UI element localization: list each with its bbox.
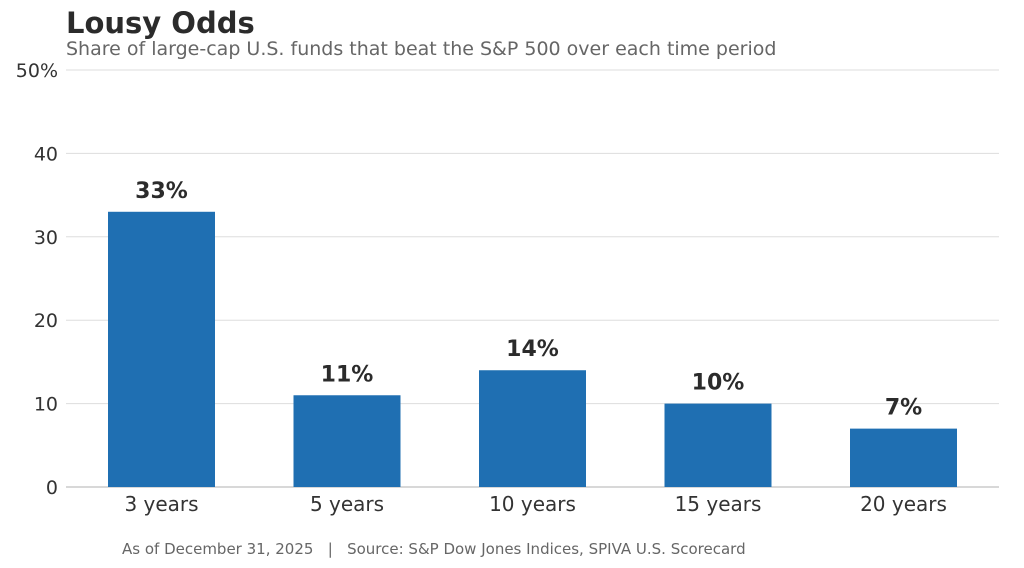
bar <box>479 370 586 487</box>
bar <box>850 428 957 487</box>
bar <box>293 395 401 487</box>
y-tick-label: 50% <box>16 60 58 82</box>
data-label: 11% <box>321 362 374 387</box>
x-tick-label: 5 years <box>310 492 384 516</box>
data-label: 10% <box>692 371 745 396</box>
bar <box>664 403 772 487</box>
y-tick-label: 40 <box>34 143 58 165</box>
chart-subtitle: Share of large-cap U.S. funds that beat … <box>66 38 777 60</box>
y-tick-label: 10 <box>34 394 58 416</box>
x-axis-ticks: 3 years 5 years 10 years 15 years 20 years <box>124 492 946 516</box>
bar <box>108 211 215 487</box>
chart-title: Lousy Odds <box>66 6 255 40</box>
y-tick-label: 30 <box>34 227 58 249</box>
data-label: 33% <box>135 179 188 204</box>
source-note: As of December 31, 2025 | Source: S&P Do… <box>122 540 746 558</box>
x-tick-label: 20 years <box>860 492 947 516</box>
data-labels: 33% 11% 14% 10% 7% <box>135 179 922 421</box>
data-label: 7% <box>885 396 922 421</box>
y-tick-label: 20 <box>34 310 58 332</box>
y-tick-label: 0 <box>46 477 58 499</box>
x-tick-label: 15 years <box>675 492 762 516</box>
x-tick-label: 3 years <box>124 492 198 516</box>
data-label: 14% <box>506 337 559 362</box>
y-axis-ticks: 0 10 20 30 40 50% <box>16 60 58 499</box>
bars <box>108 211 957 487</box>
x-tick-label: 10 years <box>489 492 576 516</box>
